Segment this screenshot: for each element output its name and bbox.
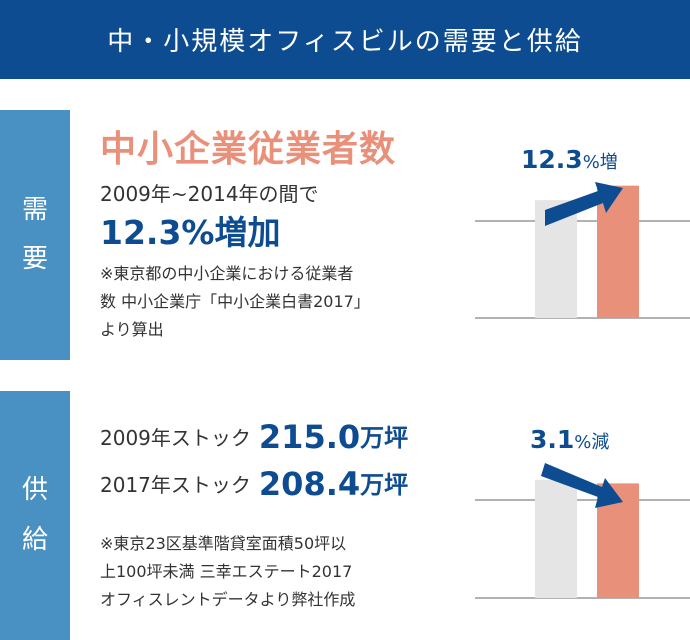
supply-chart: 3.1%減 [475,415,690,615]
demand-headline: 中小企業従業者数 [100,129,397,170]
supply-side-char-1: 供 [21,475,48,506]
supply-side-label: 供 給 [0,391,70,640]
supply-annotation-suffix: %減 [574,432,609,453]
stock-2009-label: 2009年ストック [100,426,251,450]
supply-note-line-3: オフィスレントデータより弊社作成 [100,590,356,609]
demand-chart: 12.3%増 [475,135,690,335]
stock-2009-value: 215.0 [258,418,361,456]
page-header: 中・小規模オフィスビルの需要と供給 [0,0,690,79]
stock-2017-unit: 万坪 [360,471,409,499]
demand-chart-annotation: 12.3%増 [521,145,618,174]
supply-side-char-2: 給 [21,524,48,555]
supply-stock-2017: 2017年ストック 208.4万坪 [100,465,408,503]
supply-stock-2009: 2009年ストック 215.0万坪 [100,418,408,456]
up-arrow-icon [545,182,623,226]
stock-2017-value: 208.4 [258,465,361,503]
demand-note-line-2: 数 中小企業庁「中小企業白書2017」 [100,292,370,311]
demand-annotation-suffix: %増 [583,152,618,173]
supply-bar-2009 [535,479,577,598]
demand-side-label: 需 要 [0,110,70,360]
demand-note-line-3: より算出 [100,320,164,339]
supply-annotation-number: 3.1 [530,425,574,454]
demand-note: ※東京都の中小企業における従業者 数 中小企業庁「中小企業白書2017」 より算… [100,260,370,344]
supply-note-line-1: ※東京23区基準階貸室面積50坪以 [100,534,347,553]
demand-side-char-2: 要 [21,244,48,274]
demand-increase: 12.3%増加 [100,213,281,252]
page-title: 中・小規模オフィスビルの需要と供給 [107,27,583,57]
demand-period: 2009年~2014年の間で [100,182,319,206]
demand-chart-svg: 12.3%増 [475,145,690,319]
demand-side-char-1: 需 [21,194,48,225]
demand-note-line-1: ※東京都の中小企業における従業者 [100,264,354,283]
supply-chart-annotation: 3.1%減 [530,425,609,454]
supply-note-line-2: 上100坪未満 三幸エステート2017 [100,562,353,581]
demand-annotation-number: 12.3 [521,145,583,174]
stock-2017-label: 2017年ストック [100,473,251,497]
supply-note: ※東京23区基準階貸室面積50坪以 上100坪未満 三幸エステート2017 オフ… [100,530,355,614]
demand-bar-2014 [597,185,639,318]
supply-chart-svg: 3.1%減 [475,425,690,599]
down-arrow-icon [541,463,623,508]
stock-2009-unit: 万坪 [360,424,409,452]
